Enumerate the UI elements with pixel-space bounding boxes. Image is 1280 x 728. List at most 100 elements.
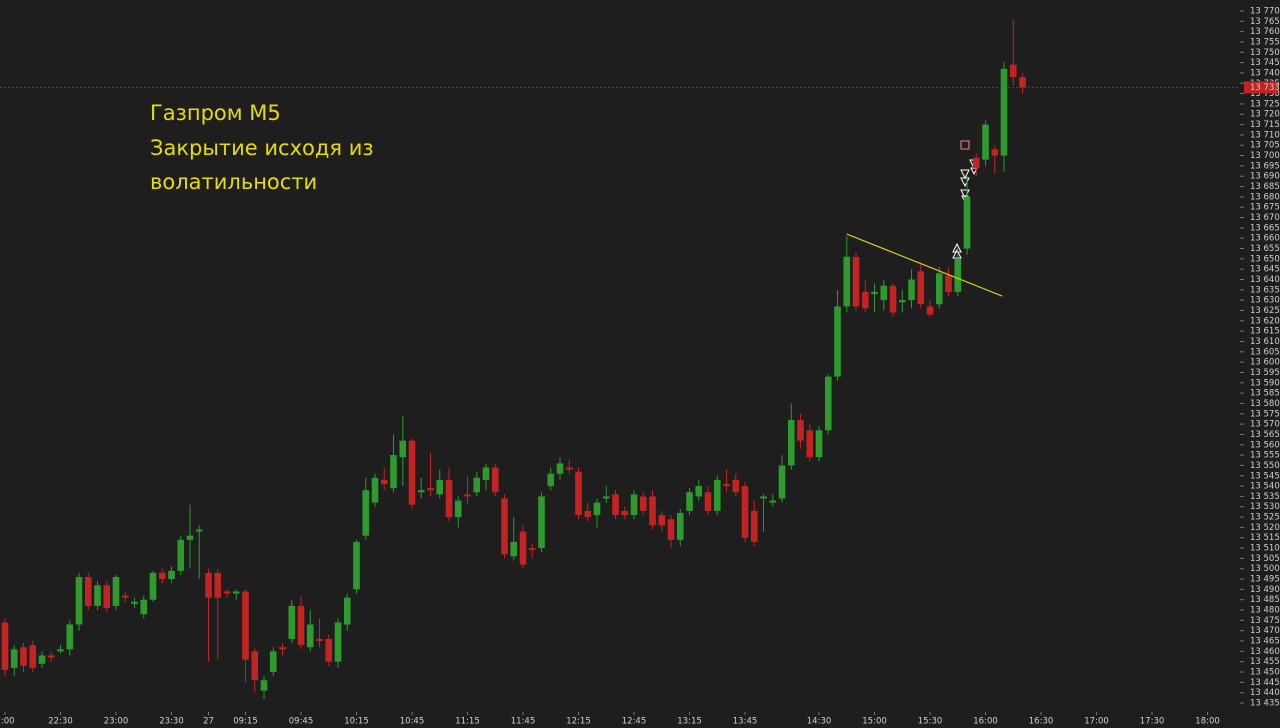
x-tick-label: 27: [203, 717, 214, 727]
candle-body: [797, 419, 804, 441]
y-tick-label: 13 495: [1250, 575, 1280, 585]
candle-body: [778, 465, 786, 499]
candle-body: [760, 496, 767, 499]
candle-body: [519, 531, 527, 565]
candle-body: [593, 502, 601, 516]
x-tick-label: 16:30: [1029, 717, 1054, 727]
candle-body: [649, 496, 656, 526]
candle-body: [769, 500, 777, 503]
candle-body: [417, 490, 425, 493]
y-tick-label: 13 465: [1250, 637, 1280, 647]
y-tick-label: 13 765: [1250, 17, 1280, 27]
y-tick-label: 13 510: [1250, 544, 1280, 554]
candle-body: [686, 492, 693, 511]
x-tick-label: 22:30: [48, 717, 73, 727]
y-tick-label: 13 750: [1250, 48, 1280, 58]
candle-body: [168, 570, 175, 580]
y-tick-label: 13 640: [1250, 275, 1280, 285]
x-tick-label: 10:45: [400, 717, 425, 727]
candle-body: [741, 486, 749, 538]
candle-body: [538, 496, 545, 549]
candle-body: [667, 519, 675, 540]
x-tick-label: 09:15: [233, 717, 258, 727]
candle-body: [732, 479, 740, 493]
candle-body: [695, 486, 703, 497]
candle-body: [1019, 77, 1026, 88]
y-tick-label: 13 725: [1250, 99, 1280, 109]
candle-body: [325, 638, 333, 662]
y-tick-label: 13 590: [1250, 378, 1280, 388]
candle-body: [94, 585, 101, 606]
candle-body: [38, 655, 46, 664]
candle-body: [103, 585, 111, 608]
y-tick-label: 13 645: [1250, 265, 1280, 275]
annotation: Газпром М5: [150, 101, 281, 125]
last-price-box: [1244, 81, 1278, 94]
y-tick-label: 13 515: [1250, 533, 1280, 543]
y-tick-label: 13 740: [1250, 68, 1280, 78]
candle-body: [279, 647, 286, 650]
x-tick-label: 23:00: [104, 717, 129, 727]
candle-body: [362, 490, 370, 536]
y-tick-label: 13 500: [1250, 564, 1280, 574]
candle-body: [676, 512, 684, 540]
y-tick-label: 13 520: [1250, 523, 1280, 533]
x-tick-label: 12:15: [566, 717, 591, 727]
trendline: [846, 233, 1003, 297]
x-tick-label: 17:30: [1140, 717, 1165, 727]
x-tick-label: 09:45: [289, 717, 314, 727]
x-tick-label: 10:15: [344, 717, 369, 727]
candle-body: [297, 605, 305, 646]
candle-body: [380, 479, 388, 485]
annotation: Закрытие исходя из: [150, 136, 374, 160]
x-tick-label: 17:00: [1084, 717, 1109, 727]
candle-body: [880, 285, 888, 301]
candle-body: [935, 273, 943, 305]
candle-body: [972, 157, 980, 168]
candle-body: [454, 500, 462, 518]
y-tick-label: 13 660: [1250, 234, 1280, 244]
candle-body: [852, 256, 860, 307]
marker: [952, 242, 962, 259]
candle-body: [288, 605, 296, 639]
candle-body: [787, 419, 795, 466]
y-tick-label: 13 535: [1250, 492, 1280, 502]
candle-body: [242, 591, 249, 660]
candle-body: [991, 149, 999, 156]
y-tick-label: 13 635: [1250, 285, 1280, 295]
y-tick-label: 13 675: [1250, 203, 1280, 213]
y-tick-label: 13 710: [1250, 130, 1280, 140]
candle-body: [57, 649, 64, 652]
x-tick-label: 11:45: [511, 717, 536, 727]
candle-body: [140, 599, 148, 615]
candle-body: [658, 515, 666, 526]
y-tick-label: 13 680: [1250, 192, 1280, 202]
y-tick-label: 13 650: [1250, 254, 1280, 264]
y-tick-label: 13 445: [1250, 678, 1280, 688]
candle-body: [66, 624, 74, 650]
candle-body: [121, 595, 129, 598]
x-tick-label: 23:30: [159, 717, 184, 727]
candle-body: [639, 496, 647, 511]
y-tick-label: 13 715: [1250, 120, 1280, 130]
candle-body: [871, 291, 878, 294]
y-tick-label: 13 575: [1250, 409, 1280, 419]
candle-body: [861, 291, 869, 309]
y-tick-label: 13 550: [1250, 461, 1280, 471]
candle-body: [945, 275, 952, 292]
y-tick-label: 13 620: [1250, 316, 1280, 326]
candle-body: [436, 479, 444, 495]
y-tick-label: 13 685: [1250, 182, 1280, 192]
candle-body: [528, 548, 536, 551]
candle-body: [630, 494, 638, 516]
candle-body: [834, 306, 841, 377]
candle-body: [982, 124, 989, 160]
candle-body: [371, 477, 379, 503]
candle-body: [195, 529, 203, 532]
candle-body: [1009, 64, 1017, 78]
candle-body: [1, 622, 9, 670]
y-tick-label: 13 770: [1250, 6, 1280, 16]
candle-body: [10, 649, 18, 668]
candle-body: [223, 591, 231, 594]
